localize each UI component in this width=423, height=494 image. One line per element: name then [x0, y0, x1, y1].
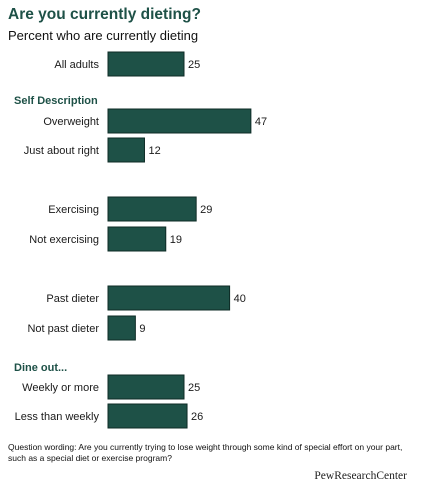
- bar: [107, 196, 197, 222]
- value-label: 26: [191, 411, 203, 423]
- category-label: Past dieter: [46, 293, 99, 305]
- bar: [107, 137, 145, 163]
- bar: [107, 226, 167, 252]
- category-label: Overweight: [43, 116, 99, 128]
- value-label: 12: [148, 145, 160, 157]
- category-label: Not past dieter: [27, 323, 99, 335]
- group-heading: Self Description: [14, 95, 98, 107]
- category-label: Exercising: [48, 204, 99, 216]
- pew-research-center-logo: PewResearchCenter: [314, 470, 407, 482]
- bar: [107, 403, 188, 429]
- bar: [107, 315, 136, 341]
- category-label: Less than weekly: [15, 411, 100, 423]
- bar-chart: All adults 25 Self Description Overweight 47…: [14, 51, 267, 429]
- chart-title: Are you currently dieting?: [8, 6, 201, 23]
- value-label: 25: [188, 59, 200, 71]
- question-wording-footnote: Question wording: Are you currently tryi…: [8, 442, 403, 463]
- category-label: All adults: [54, 59, 99, 71]
- bar: [107, 374, 185, 400]
- value-label: 25: [188, 382, 200, 394]
- category-label: Not exercising: [29, 234, 99, 246]
- bar: [107, 108, 252, 134]
- value-label: 19: [170, 234, 182, 246]
- value-label: 29: [200, 204, 212, 216]
- value-label: 47: [255, 116, 267, 128]
- category-label: Weekly or more: [22, 382, 99, 394]
- bar: [107, 285, 231, 311]
- chart-subtitle: Percent who are currently dieting: [8, 28, 199, 43]
- category-label: Just about right: [24, 145, 99, 157]
- value-label: 9: [139, 323, 145, 335]
- value-label: 40: [234, 293, 246, 305]
- bar: [107, 51, 185, 77]
- group-heading: Dine out...: [14, 362, 67, 374]
